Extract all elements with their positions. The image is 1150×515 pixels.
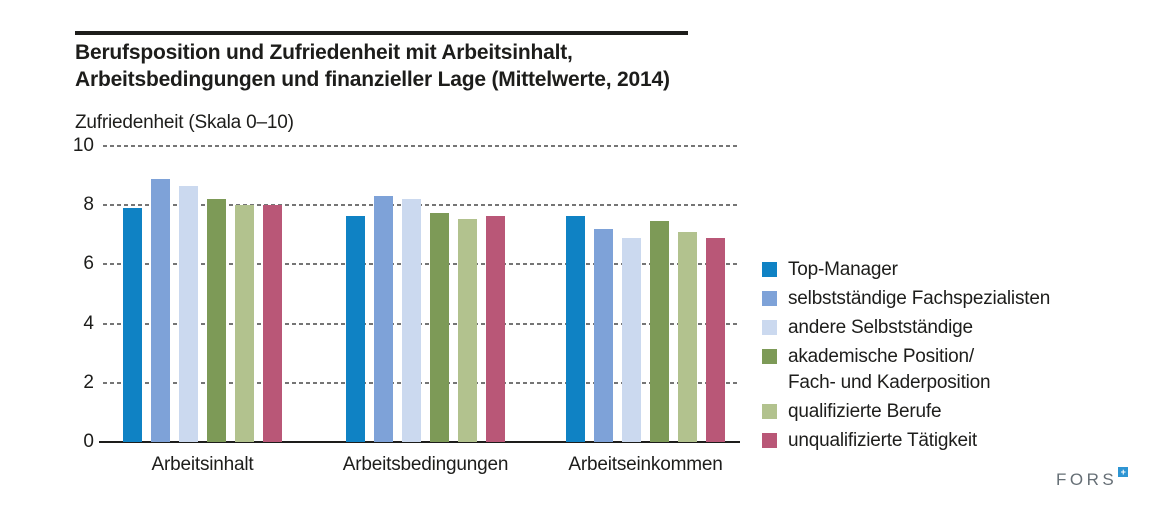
legend-item: unqualifizierte Tätigkeit — [762, 428, 1050, 454]
legend-item: Top-Manager — [762, 257, 1050, 283]
gridline — [103, 204, 740, 207]
bar — [123, 208, 142, 442]
bar — [402, 199, 421, 442]
bar — [594, 228, 613, 442]
title-rule — [75, 31, 688, 35]
legend-label: unqualifizierte Tätigkeit — [788, 430, 977, 451]
fors-logo: FORS + — [1056, 467, 1129, 490]
bar — [346, 215, 365, 442]
x-tick-label: Arbeitsinhalt — [151, 454, 254, 475]
gridline — [103, 381, 740, 384]
legend-label: qualifizierte Berufe — [788, 401, 942, 422]
y-tick-label: 6 — [83, 253, 94, 275]
bar — [374, 196, 393, 442]
legend-label: Top-Manager — [788, 259, 898, 280]
bar — [263, 205, 282, 442]
legend: Top-Manager selbstständige Fachspezialist… — [762, 257, 1050, 457]
bar — [151, 178, 170, 442]
bar — [235, 205, 254, 442]
legend-swatch — [762, 291, 777, 306]
legend-label: akademische Position/ Fach- und Kaderpos… — [788, 346, 991, 393]
x-tick-label: Arbeitsbedingungen — [342, 454, 509, 475]
bar — [678, 231, 697, 442]
bar — [566, 215, 585, 442]
chart-title: Berufsposition und Zufriedenheit mit Arb… — [75, 41, 670, 91]
y-tick-label: 0 — [83, 431, 94, 452]
legend-item: qualifizierte Berufe — [762, 399, 1050, 425]
legend-swatch — [762, 349, 777, 364]
bar-group — [566, 146, 725, 442]
gridline — [103, 322, 740, 325]
gridline — [103, 263, 740, 266]
y-tick-label: 4 — [83, 312, 94, 334]
legend-item: andere Selbstständige — [762, 315, 1050, 341]
y-tick-label: 10 — [72, 135, 94, 156]
x-axis-baseline — [99, 441, 740, 443]
x-tick-label: Arbeitseinkommen — [568, 454, 723, 475]
gridline — [103, 145, 740, 147]
fors-logo-text: FORS — [1056, 470, 1118, 489]
legend-item: akademische Position/ Fach- und Kaderpos… — [762, 344, 1050, 396]
y-tick-label: 2 — [83, 371, 94, 393]
y-tick-label: 8 — [83, 194, 94, 216]
bar — [458, 218, 477, 442]
bar — [430, 212, 449, 442]
legend-swatch — [762, 320, 777, 335]
fors-logo-plus-icon: + — [1118, 467, 1129, 477]
y-axis-note: Zufriedenheit (Skala 0–10) — [75, 112, 294, 133]
legend-swatch — [762, 262, 777, 277]
bar — [486, 215, 505, 442]
bar — [179, 185, 198, 442]
plot-area: 0 2 4 6 8 10 Arbeitsinhalt Arbeitsbedingungen Ar… — [73, 135, 740, 475]
legend-label: selbstständige Fachspezialisten — [788, 288, 1051, 309]
bar-group — [346, 146, 505, 442]
bar-group — [123, 146, 282, 442]
bar — [622, 237, 641, 442]
bar — [650, 221, 669, 442]
bar — [706, 237, 725, 442]
legend-item: selbstständige Fachspezialisten — [762, 286, 1050, 312]
legend-label: andere Selbstständige — [788, 317, 973, 338]
bar — [207, 199, 226, 442]
legend-swatch — [762, 404, 777, 419]
legend-swatch — [762, 433, 777, 448]
